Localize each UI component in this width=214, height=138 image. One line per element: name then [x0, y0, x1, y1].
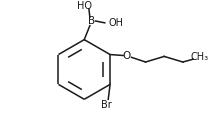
Text: CH₃: CH₃: [190, 52, 209, 62]
Text: B: B: [88, 16, 95, 26]
Text: HO: HO: [77, 1, 92, 11]
Text: Br: Br: [101, 100, 112, 110]
Text: O: O: [123, 51, 131, 61]
Text: OH: OH: [108, 18, 123, 28]
